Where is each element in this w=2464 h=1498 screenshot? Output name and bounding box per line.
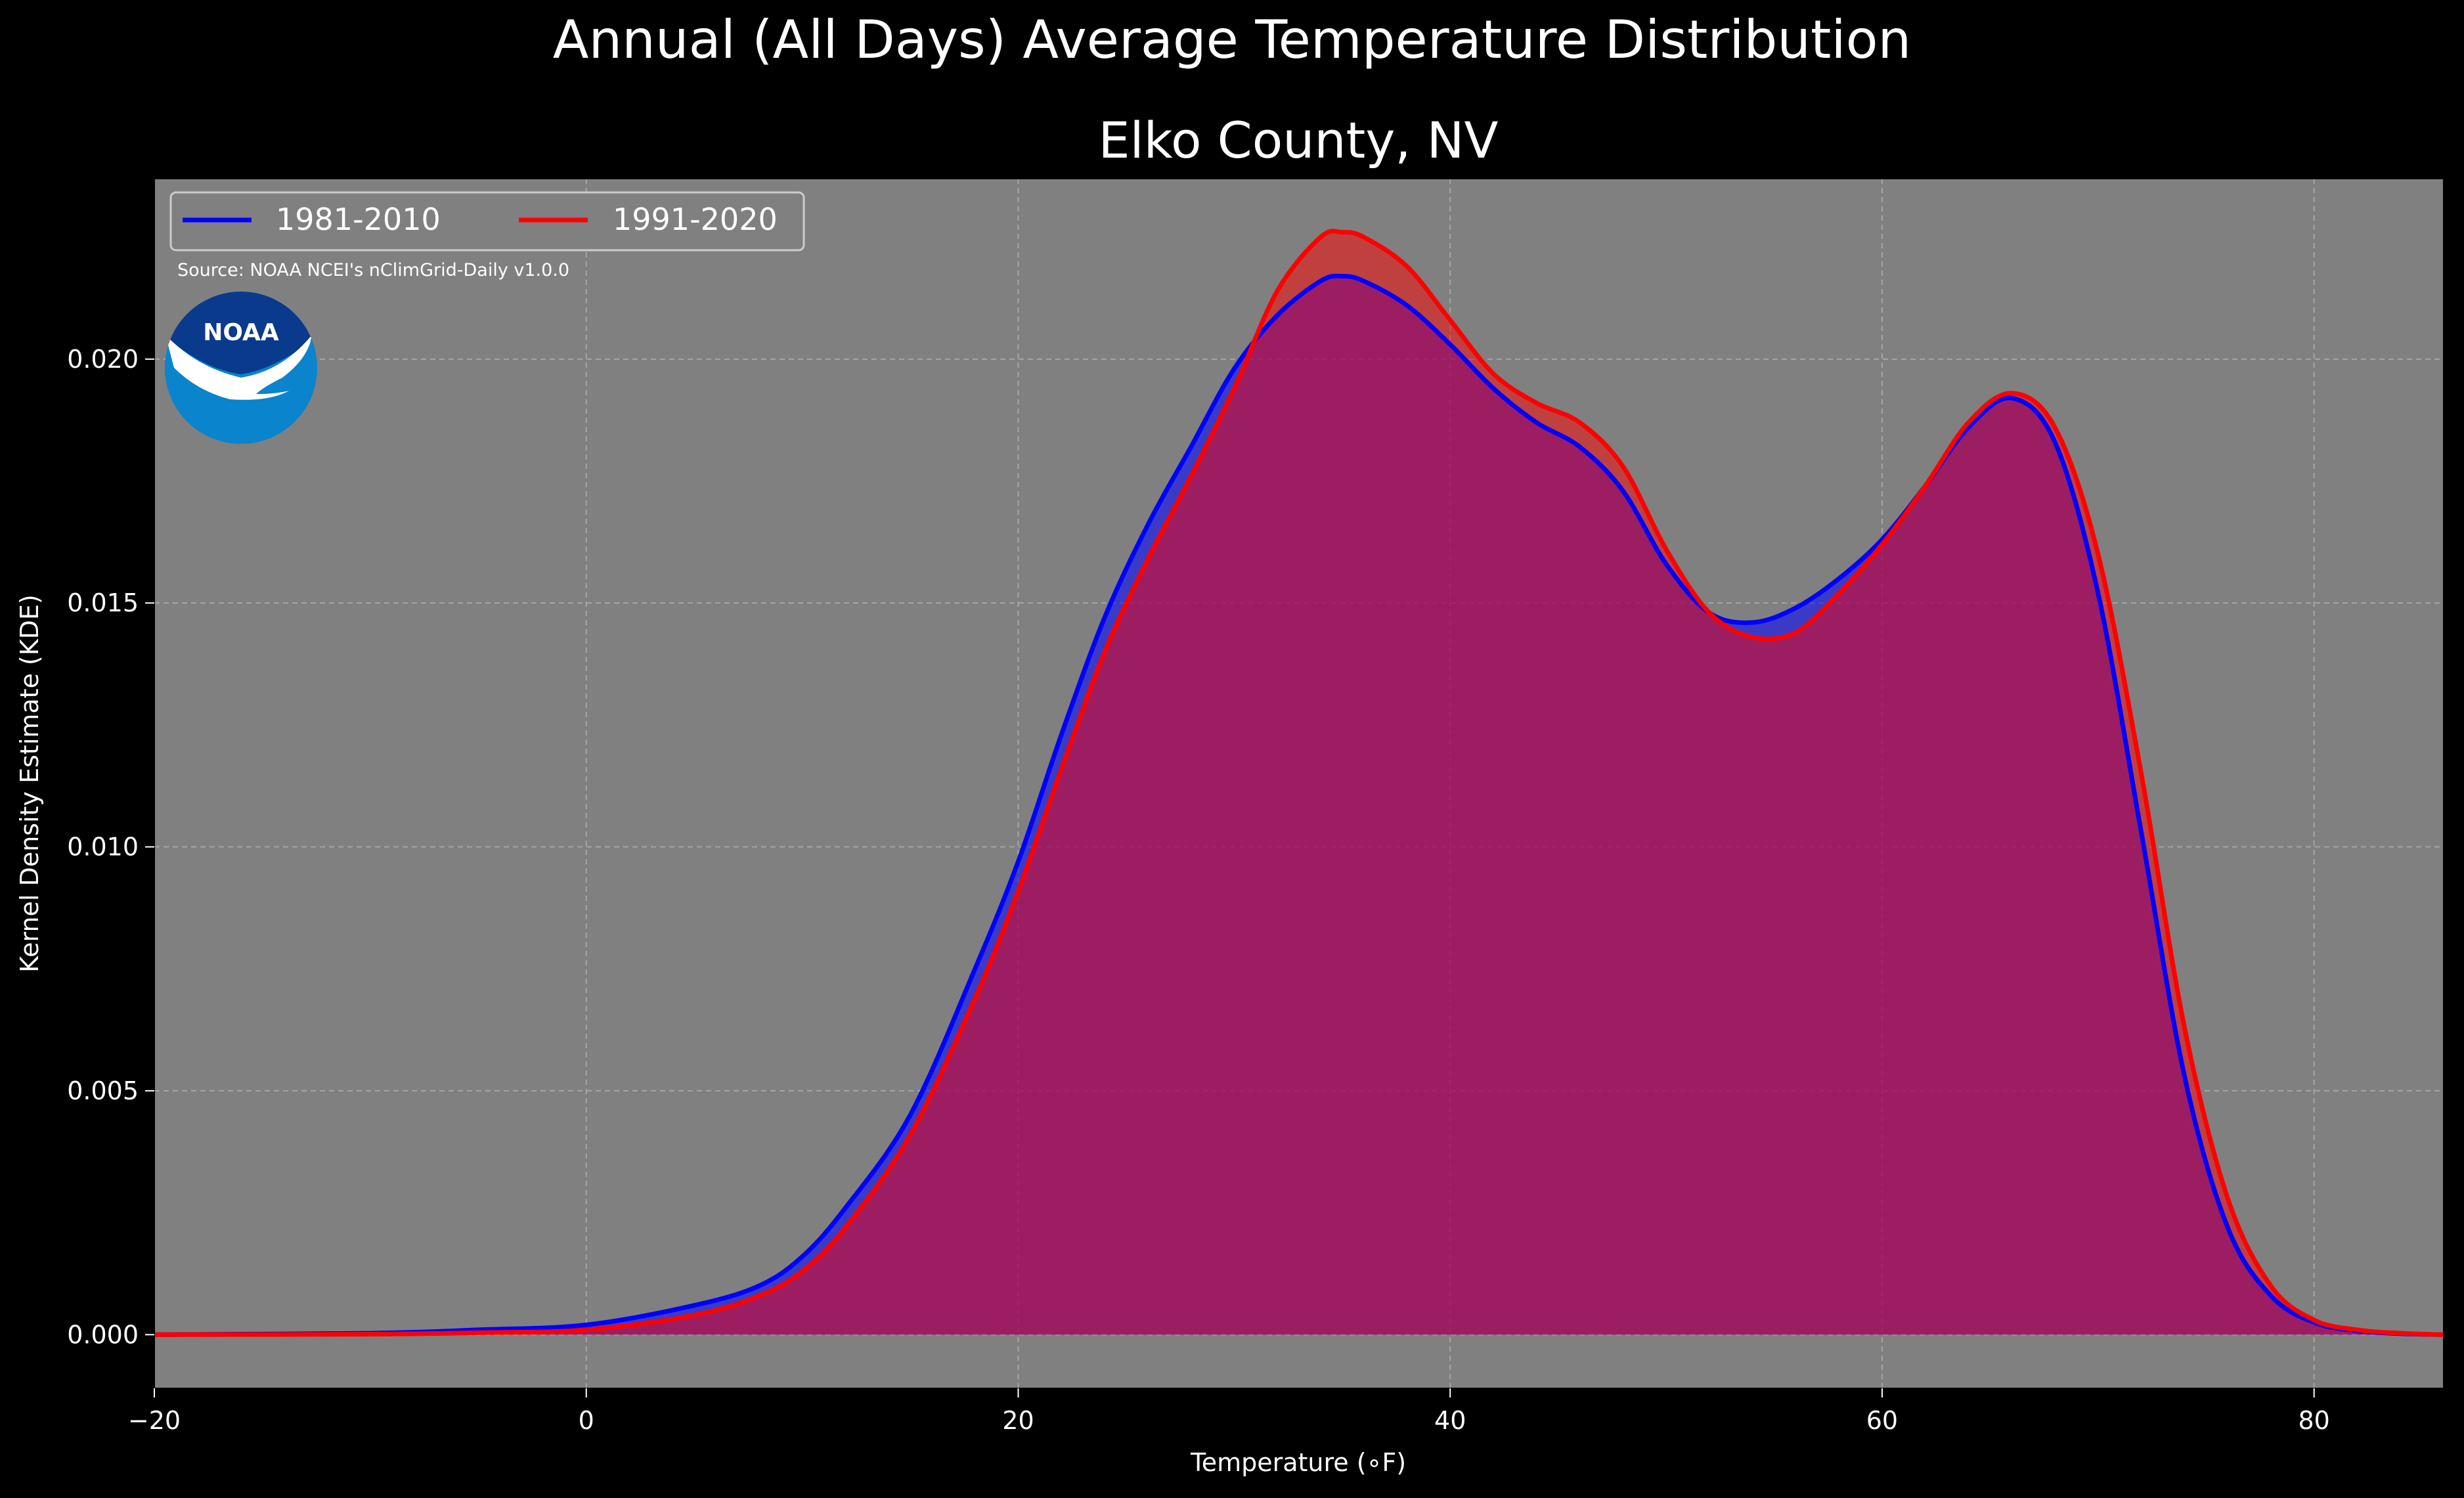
line-1981-2010	[154, 273, 2444, 1337]
chart-title: Elko County, NV	[1099, 111, 1499, 169]
axis-ticks: −20 0 20 40 60 80 0.000 0.005 0.010 0.015 0.020	[67, 345, 2330, 1435]
y-tick-label: 0.005	[67, 1076, 139, 1105]
line-1991-2020	[154, 229, 2444, 1337]
legend-label-1991-2020: 1991-2020	[613, 202, 778, 237]
x-tick-label: 60	[1866, 1406, 1898, 1435]
figure-suptitle: Annual (All Days) Average Temperature Di…	[553, 9, 1911, 70]
noaa-logo-text: NOAA	[203, 319, 279, 346]
source-note: Source: NOAA NCEI's nClimGrid-Daily v1.0…	[177, 260, 569, 280]
x-tick-label: 80	[2298, 1406, 2329, 1435]
x-tick-label: −20	[128, 1406, 181, 1435]
legend-label-1981-2010: 1981-2010	[276, 202, 441, 237]
legend-box	[169, 191, 805, 252]
noaa-logo: NOAA	[165, 292, 317, 444]
x-tick-label: 20	[1002, 1406, 1034, 1435]
y-tick-label: 0.010	[67, 833, 139, 862]
y-tick-label: 0.000	[67, 1320, 139, 1349]
kde-areas	[154, 231, 2444, 1335]
legend: 1981-2010 1991-2020	[169, 191, 805, 252]
y-axis-label: Kernel Density Estimate (KDE)	[15, 594, 44, 973]
x-axis-label: Temperature (∘F)	[1190, 1448, 1406, 1477]
x-tick-label: 40	[1434, 1406, 1466, 1435]
y-tick-label: 0.020	[67, 345, 139, 374]
x-tick-label: 0	[579, 1406, 594, 1435]
kde-lines	[154, 229, 2444, 1337]
y-tick-label: 0.015	[67, 588, 139, 617]
area-1991-2020	[154, 231, 2444, 1335]
plot-frame	[154, 178, 2444, 1389]
